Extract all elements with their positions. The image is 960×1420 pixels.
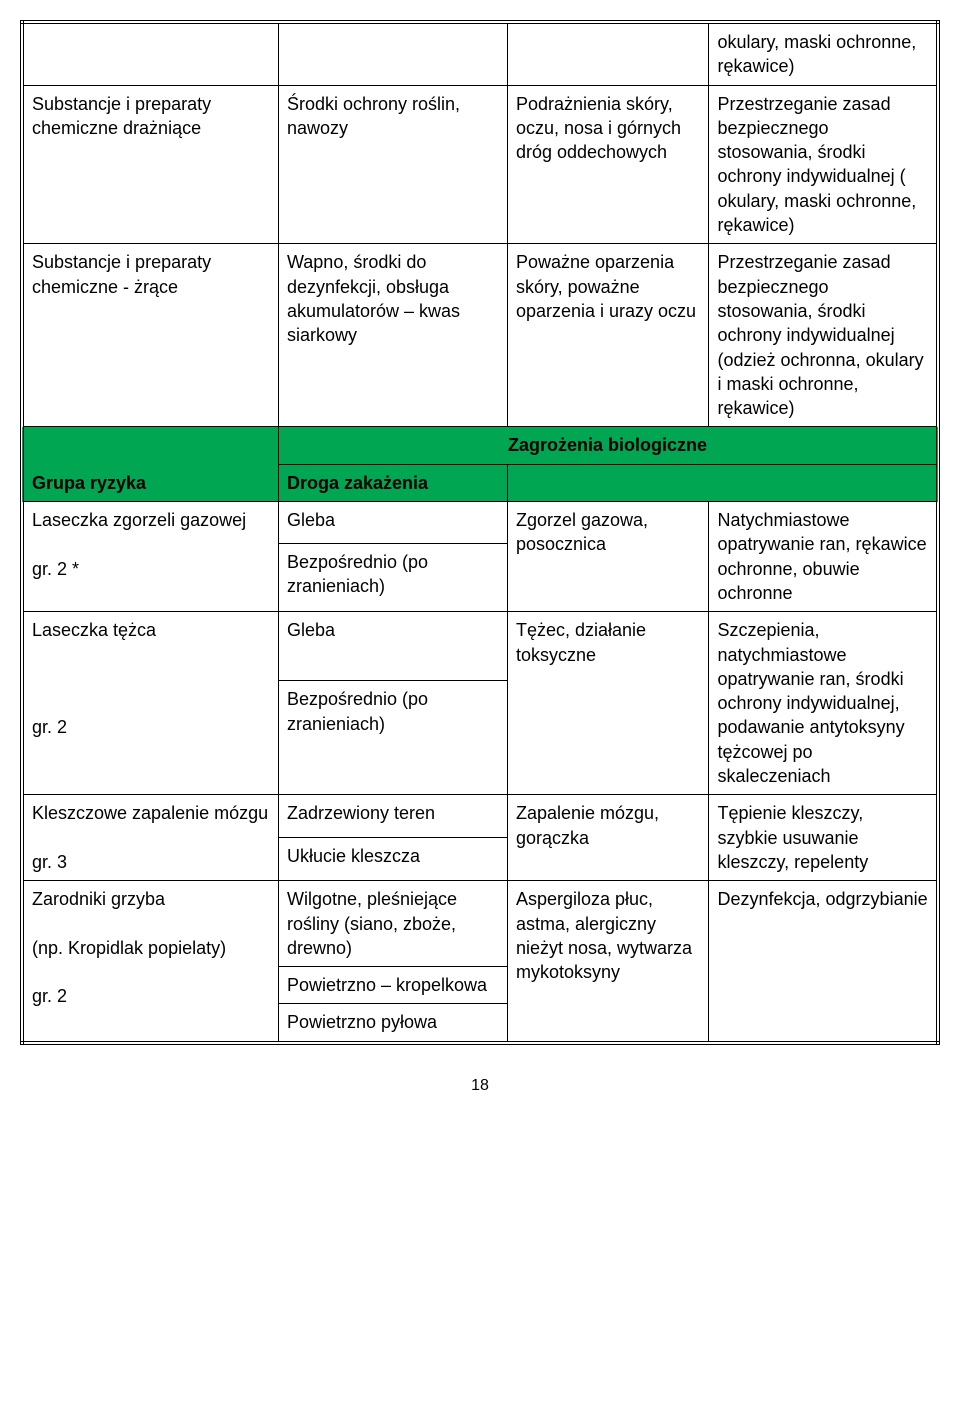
- risk-name: Laseczka tężca: [32, 620, 156, 640]
- cell: Powietrzno pyłowa: [278, 1004, 507, 1043]
- cell: Powietrzno – kropelkowa: [278, 967, 507, 1004]
- cell: Dezynfekcja, odgrzybianie: [709, 881, 938, 1043]
- risk-name: Laseczka zgorzeli gazowej: [32, 510, 246, 530]
- risk-group: gr. 2: [32, 986, 67, 1006]
- cell: Szczepienia, natychmiastowe opatrywanie …: [709, 612, 938, 795]
- cell: Bezpośrednio (po zranieniach): [278, 543, 507, 612]
- page-number: 18: [20, 1075, 940, 1097]
- section-header-row: Grupa ryzyka Zagrożenia biologiczne: [22, 427, 938, 464]
- cell: Wapno, środki do dezynfekcji, obsługa ak…: [278, 244, 507, 427]
- cell: [278, 22, 507, 85]
- risk-name: Zarodniki grzyba: [32, 889, 165, 909]
- header-right: Droga zakażenia: [278, 464, 507, 501]
- cell: okulary, maski ochronne, rękawice): [709, 22, 938, 85]
- cell: [507, 22, 709, 85]
- risk-name: Kleszczowe zapalenie mózgu: [32, 803, 268, 823]
- cell: Zarodniki grzyba (np. Kropidlak popielat…: [22, 881, 278, 1043]
- cell: Kleszczowe zapalenie mózgu gr. 3: [22, 795, 278, 881]
- table-row: Substancje i preparaty chemiczne - żrące…: [22, 244, 938, 427]
- main-table: okulary, maski ochronne, rękawice) Subst…: [20, 20, 940, 1045]
- cell: Wilgotne, pleśniejące rośliny (siano, zb…: [278, 881, 507, 967]
- cell: Zgorzel gazowa, posocznica: [507, 502, 709, 612]
- header-left: Grupa ryzyka: [22, 427, 278, 502]
- table-row: Substancje i preparaty chemiczne drażnią…: [22, 85, 938, 244]
- cell: Przestrzeganie zasad bezpiecznego stosow…: [709, 85, 938, 244]
- table-row: Kleszczowe zapalenie mózgu gr. 3 Zadrzew…: [22, 795, 938, 838]
- table-row: okulary, maski ochronne, rękawice): [22, 22, 938, 85]
- risk-group: gr. 3: [32, 852, 67, 872]
- cell: Substancje i preparaty chemiczne drażnią…: [22, 85, 278, 244]
- header-title: Zagrożenia biologiczne: [278, 427, 938, 464]
- table-row: Zarodniki grzyba (np. Kropidlak popielat…: [22, 881, 938, 967]
- cell: Środki ochrony roślin, nawozy: [278, 85, 507, 244]
- risk-group: gr. 2 *: [32, 559, 79, 579]
- cell: Tężec, działanie toksyczne: [507, 612, 709, 795]
- cell: Przestrzeganie zasad bezpiecznego stosow…: [709, 244, 938, 427]
- document-page: okulary, maski ochronne, rękawice) Subst…: [20, 20, 940, 1096]
- cell: Aspergiloza płuc, astma, alergiczny nież…: [507, 881, 709, 1043]
- cell: Bezpośrednio (po zranieniach): [278, 681, 507, 795]
- cell: Laseczka tężca gr. 2: [22, 612, 278, 795]
- risk-detail: (np. Kropidlak popielaty): [32, 938, 226, 958]
- cell: Zapalenie mózgu, gorączka: [507, 795, 709, 881]
- cell: Substancje i preparaty chemiczne - żrące: [22, 244, 278, 427]
- risk-group: gr. 2: [32, 717, 67, 737]
- cell: Natychmiastowe opatrywanie ran, rękawice…: [709, 502, 938, 612]
- cell: Gleba: [278, 502, 507, 544]
- table-row: Laseczka zgorzeli gazowej gr. 2 * Gleba …: [22, 502, 938, 544]
- cell: Gleba: [278, 612, 507, 681]
- cell: Ukłucie kleszcza: [278, 838, 507, 881]
- cell: Zadrzewiony teren: [278, 795, 507, 838]
- cell: Podrażnienia skóry, oczu, nosa i górnych…: [507, 85, 709, 244]
- cell: Poważne oparzenia skóry, poważne oparzen…: [507, 244, 709, 427]
- cell: Laseczka zgorzeli gazowej gr. 2 *: [22, 502, 278, 612]
- cell: Tępienie kleszczy, szybkie usuwanie kles…: [709, 795, 938, 881]
- header-empty: [507, 464, 938, 501]
- cell: [22, 22, 278, 85]
- table-row: Laseczka tężca gr. 2 Gleba Tężec, działa…: [22, 612, 938, 681]
